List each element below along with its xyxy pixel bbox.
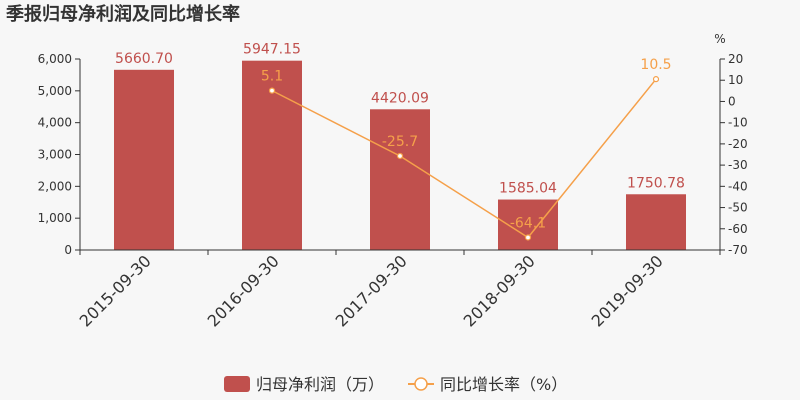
left-tick-label: 1,000 [38, 211, 72, 225]
right-tick-label: -30 [728, 158, 748, 172]
bar-value-label: 5947.15 [243, 42, 301, 58]
bar-value-label: 1750.78 [627, 175, 685, 191]
x-tick-label: 2016-09-30 [204, 251, 283, 330]
right-tick-label: 20 [728, 52, 743, 66]
line-series: 5.1 -25.7 -64.1 10.5 [261, 57, 672, 241]
line-value-label: 10.5 [640, 57, 671, 73]
right-tick-label: -10 [728, 116, 748, 130]
bar-labels: 5660.70 5947.15 4420.09 1585.04 1750.78 [115, 42, 685, 197]
line-point [524, 234, 532, 241]
right-tick-label: -40 [728, 179, 748, 193]
right-tick-label: -60 [728, 222, 748, 236]
x-tick-label: 2017-09-30 [332, 251, 411, 330]
x-tick-label: 2019-09-30 [588, 251, 667, 330]
left-axis: 0 1,000 2,000 3,000 4,000 5,000 6,000 [38, 52, 81, 257]
line-value-label: -64.1 [510, 215, 546, 231]
left-tick-label: 0 [64, 243, 72, 257]
bar-value-label: 4420.09 [371, 90, 429, 106]
right-tick-label: -50 [728, 201, 748, 215]
x-tick-label: 2018-09-30 [460, 251, 539, 330]
left-tick-label: 3,000 [38, 148, 72, 162]
right-tick-label: 0 [728, 94, 736, 108]
left-tick-label: 5,000 [38, 84, 72, 98]
right-tick-label: -20 [728, 137, 748, 151]
legend-bar-swatch[interactable] [224, 376, 250, 392]
right-tick-label: 10 [728, 73, 743, 87]
right-tick-label: -70 [728, 243, 748, 257]
line-value-label: 5.1 [261, 69, 283, 85]
right-axis-unit: % [714, 32, 725, 46]
bar [114, 69, 174, 250]
right-axis: 20 10 0 -10 -20 -30 -40 -50 -60 -70 [719, 52, 748, 257]
bar-value-label: 1585.04 [499, 181, 557, 197]
line-value-label: -25.7 [382, 134, 418, 150]
legend-bar-label: 归母净利润（万） [256, 375, 384, 394]
line-point [396, 152, 404, 160]
legend-line-swatch-dot [414, 377, 428, 391]
bar [626, 194, 686, 250]
line-point [268, 87, 276, 94]
x-tick-label: 2015-09-30 [76, 251, 155, 330]
legend: 归母净利润（万） 同比增长率（%） [224, 375, 567, 394]
left-tick-label: 6,000 [38, 52, 72, 66]
left-tick-label: 2,000 [38, 179, 72, 193]
left-tick-label: 4,000 [38, 116, 72, 130]
legend-line-label: 同比增长率（%） [440, 375, 567, 394]
bar [370, 109, 430, 251]
line-point [652, 76, 660, 83]
bar-value-label: 5660.70 [115, 51, 173, 67]
chart-title: 季报归母净利润及同比增长率 [6, 3, 240, 25]
x-axis: 2015-09-30 2016-09-30 2017-09-30 2018-09-30… [76, 249, 721, 331]
growth-line [271, 78, 657, 239]
